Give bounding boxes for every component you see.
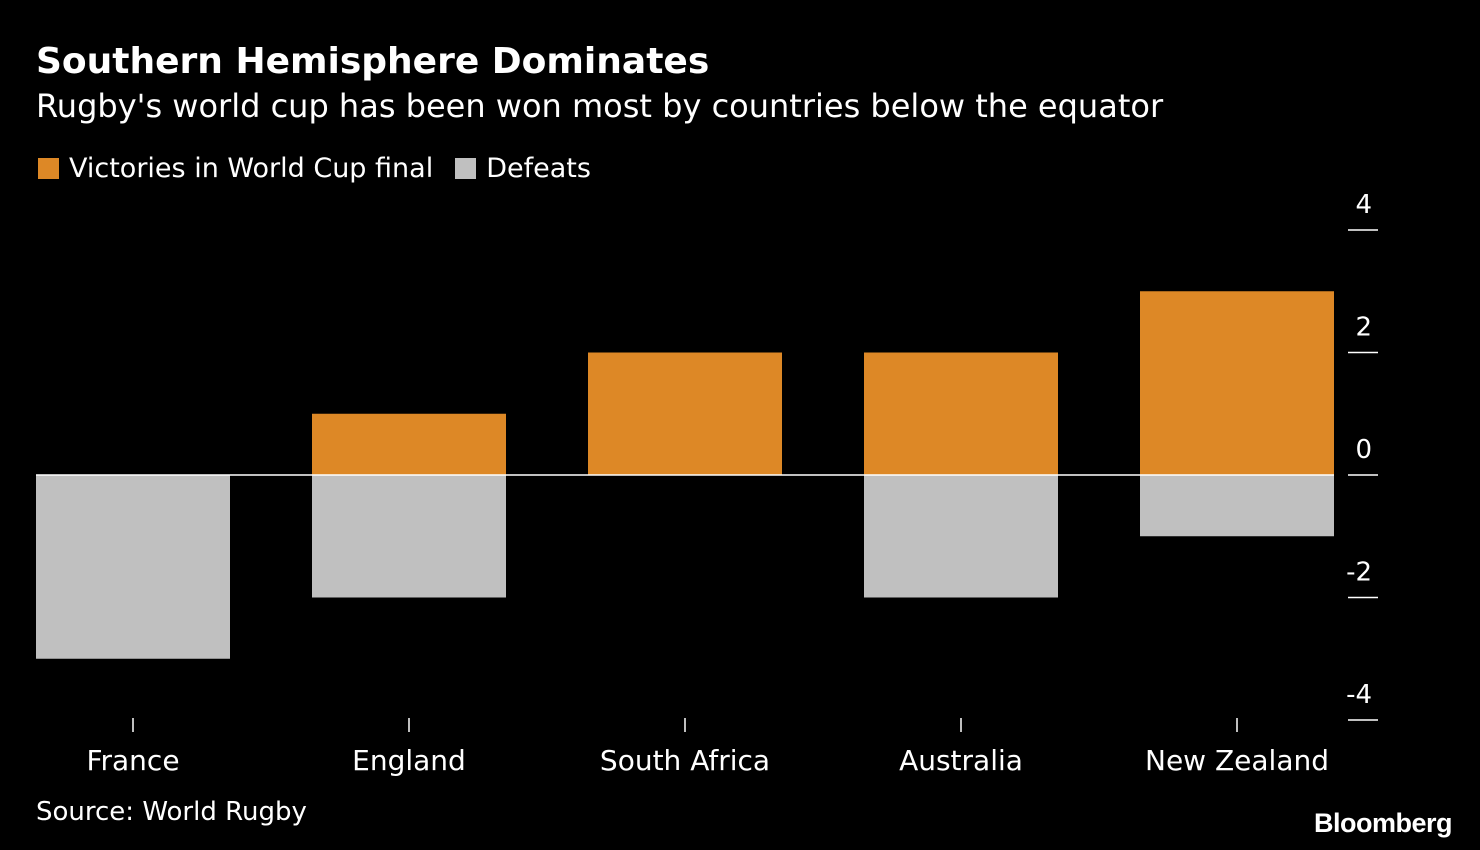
bloomberg-logo: Bloomberg	[1313, 808, 1453, 838]
y-tick-label-2: 0	[1355, 435, 1372, 465]
legend-swatch-defeats	[455, 157, 477, 179]
x-tick-label-australia: Australia	[899, 744, 1023, 777]
victories-bar-australia	[864, 352, 1058, 475]
x-tick-label-england: England	[352, 744, 466, 777]
defeats-bar-england	[312, 475, 506, 598]
legend: Victories in World Cup final Defeats	[38, 150, 613, 186]
x-tick-label-south-africa: South Africa	[600, 744, 770, 777]
y-tick-label-3: -2	[1346, 558, 1372, 588]
victories-bar-new-zealand	[1140, 291, 1334, 475]
legend-item-victories: Victories in World Cup final	[38, 153, 433, 184]
chart-title: Southern Hemisphere Dominates	[36, 41, 710, 82]
legend-swatch-victories	[38, 157, 59, 179]
chart-subtitle: Rugby's world cup has been won most by c…	[36, 87, 1164, 125]
legend-item-defeats: Defeats	[455, 153, 591, 184]
victories-bar-england	[312, 413, 506, 475]
victories-bar-south-africa	[588, 352, 782, 475]
defeats-bar-france	[36, 475, 230, 659]
defeats-bar-australia	[864, 475, 1058, 598]
legend-label-defeats: Defeats	[486, 152, 591, 184]
source-note: Source: World Rugby	[36, 797, 307, 827]
y-tick-label-4: -4	[1346, 680, 1372, 710]
legend-label-victories: Victories in World Cup final	[69, 152, 434, 184]
y-tick-label-1: 2	[1355, 313, 1372, 343]
defeats-bar-new-zealand	[1140, 475, 1334, 537]
x-tick-label-france: France	[86, 744, 179, 777]
x-tick-label-new-zealand: New Zealand	[1145, 744, 1329, 777]
y-tick-label-0: 4	[1355, 190, 1372, 220]
